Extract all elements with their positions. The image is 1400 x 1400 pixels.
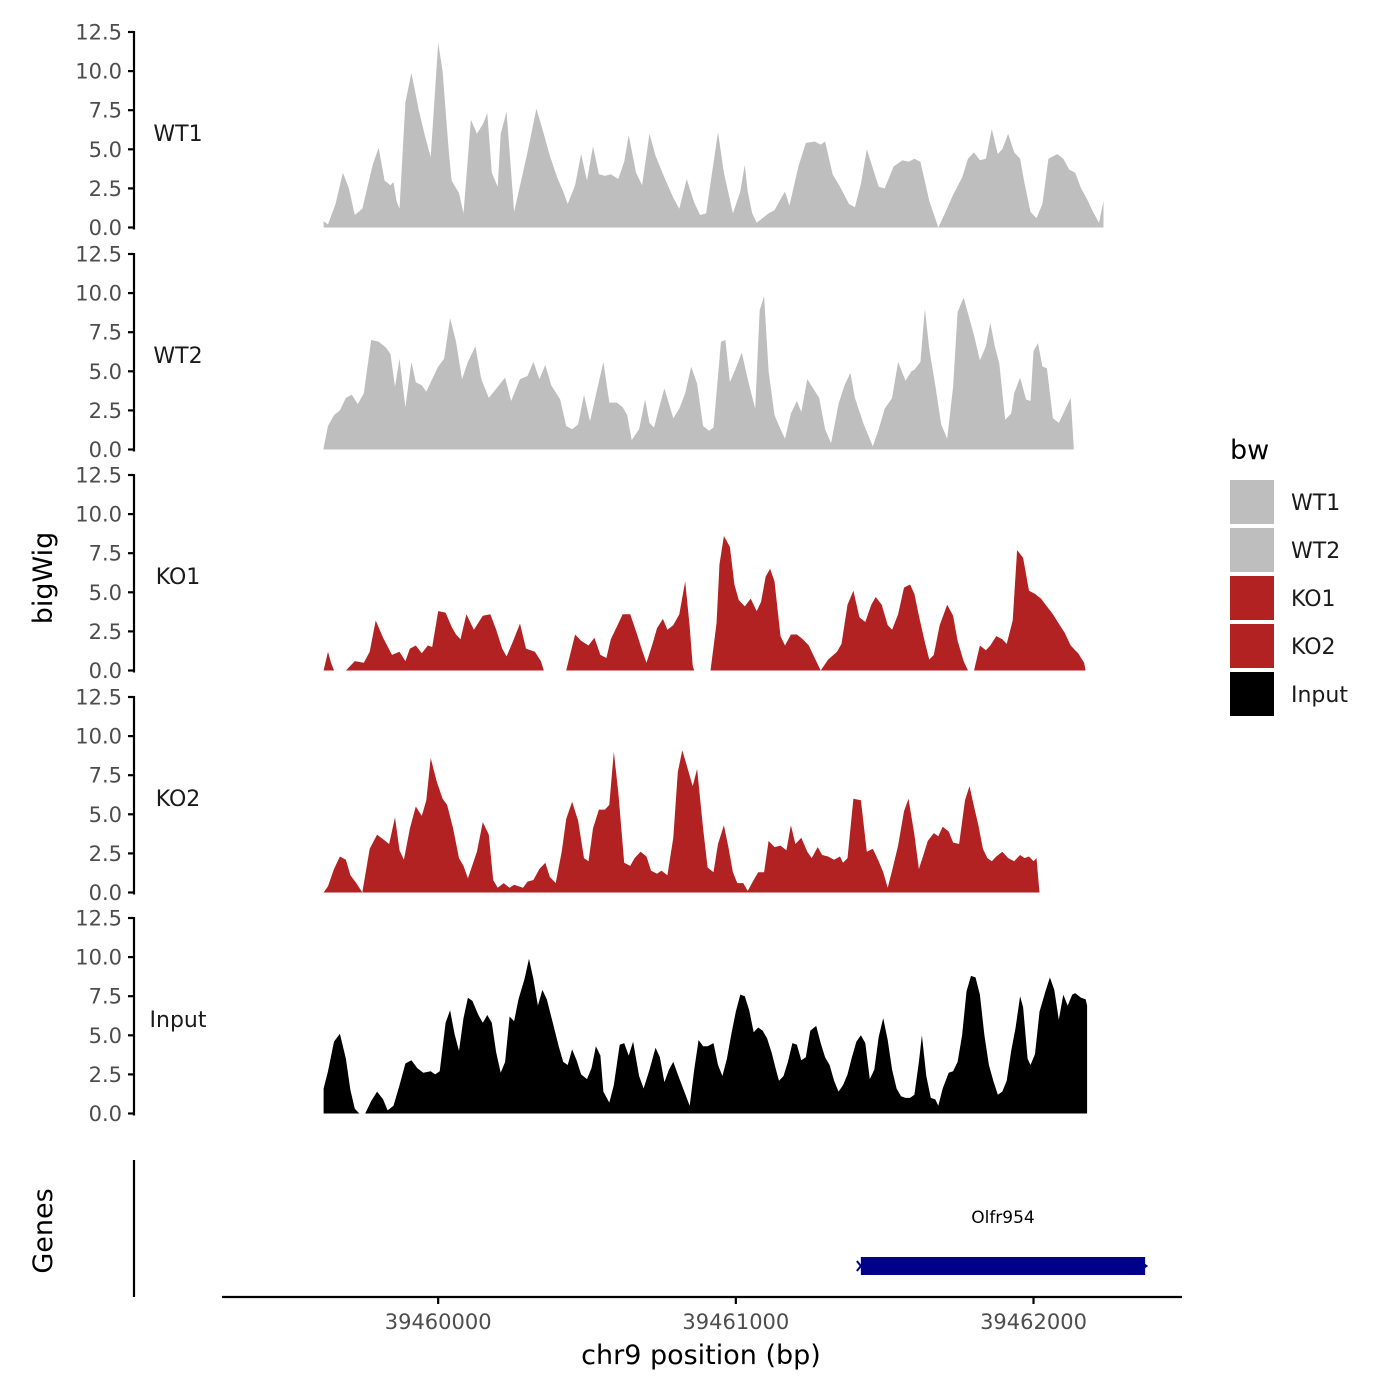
- legend-key-wt2: [1230, 528, 1274, 572]
- y-tick-label-wt2-1: 2.5: [89, 399, 122, 423]
- panel-ko1: 0.0 2.5 5.0 7.5 10.0 12.5 KO1: [75, 464, 1086, 683]
- area-ko1-segment-3: [710, 536, 968, 671]
- y-tick-label-wt1-0: 0.0: [89, 216, 122, 240]
- track-label-ko1: KO1: [156, 565, 201, 590]
- y-tick-label-ko2-5: 12.5: [75, 686, 122, 710]
- y-tick-label-ko1-1: 2.5: [89, 620, 122, 644]
- y-tick-label-input-1: 2.5: [89, 1063, 122, 1087]
- area-ko1-segment-0: [323, 651, 334, 671]
- area-wt1-segment-0: [323, 42, 1104, 228]
- y-tick-label-input-2: 5.0: [89, 1024, 122, 1048]
- area-input-segment-1: [365, 958, 1088, 1114]
- y-tick-label-wt1-3: 7.5: [89, 99, 122, 123]
- y-tick-label-wt2-3: 7.5: [89, 321, 122, 345]
- legend-label-ko2: KO2: [1291, 635, 1336, 660]
- legend-label-wt2: WT2: [1291, 539, 1340, 564]
- area-wt2-segment-0: [323, 296, 1074, 450]
- area-ko1-segment-1: [345, 611, 544, 671]
- y-tick-label-ko1-4: 10.0: [75, 503, 122, 527]
- gene-strand-marker-end-olfr954: [1141, 1261, 1149, 1271]
- track-label-wt2: WT2: [153, 344, 202, 369]
- panel-wt1: 0.0 2.5 5.0 7.5 10.0 12.5 WT1: [75, 21, 1104, 240]
- area-ko1-segment-2: [566, 581, 695, 671]
- y-tick-label-wt2-0: 0.0: [89, 438, 122, 462]
- y-tick-label-input-5: 12.5: [75, 907, 122, 931]
- x-axis-title: chr9 position (bp): [581, 1340, 821, 1371]
- x-tick-label-0: 39460000: [385, 1310, 492, 1334]
- y-tick-label-ko2-4: 10.0: [75, 725, 122, 749]
- legend-key-ko2: [1230, 624, 1274, 668]
- x-axis: 39460000 39461000 39462000: [222, 1295, 1182, 1334]
- y-tick-label-wt1-2: 5.0: [89, 138, 122, 162]
- y-tick-label-wt2-2: 5.0: [89, 360, 122, 384]
- panel-input: 0.0 2.5 5.0 7.5 10.0 12.5 Input: [75, 907, 1088, 1126]
- legend-label-input: Input: [1291, 683, 1348, 708]
- gene-panel: Olfr954: [132, 1160, 1149, 1297]
- area-ko1-segment-4: [974, 550, 1086, 671]
- signal-panels: 0.0 2.5 5.0 7.5 10.0 12.5 WT1 0.0 2.5 5.0 7.5 10.0 1…: [75, 21, 1104, 1126]
- y-tick-label-ko1-5: 12.5: [75, 464, 122, 488]
- track-label-input: Input: [150, 1008, 207, 1033]
- y-tick-label-ko1-2: 5.0: [89, 581, 122, 605]
- y-tick-label-ko1-3: 7.5: [89, 542, 122, 566]
- area-input-segment-0: [323, 1033, 360, 1114]
- y-tick-label-wt2-5: 12.5: [75, 243, 122, 267]
- y-tick-label-wt2-4: 10.0: [75, 282, 122, 306]
- y-tick-label-input-4: 10.0: [75, 946, 122, 970]
- panel-ko2: 0.0 2.5 5.0 7.5 10.0 12.5 KO2: [75, 686, 1040, 905]
- y-tick-label-input-3: 7.5: [89, 985, 122, 1009]
- track-label-ko2: KO2: [156, 787, 201, 812]
- gene-label-olfr954: Olfr954: [971, 1208, 1035, 1228]
- y-tick-label-ko1-0: 0.0: [89, 659, 122, 683]
- genes-axis-title: Genes: [28, 1188, 59, 1273]
- y-tick-label-wt1-4: 10.0: [75, 60, 122, 84]
- y-tick-label-input-0: 0.0: [89, 1102, 122, 1126]
- legend-key-ko1: [1230, 576, 1274, 620]
- gene-olfr954: Olfr954: [856, 1208, 1149, 1275]
- legend-key-input: [1230, 672, 1274, 716]
- area-ko2-segment-0: [323, 750, 1040, 893]
- legend-label-wt1: WT1: [1291, 491, 1340, 516]
- y-axis-title: bigWig: [28, 532, 59, 625]
- x-tick-label-1: 39461000: [682, 1310, 789, 1334]
- legend: bw WT1 WT2 KO1 KO2 Input: [1230, 435, 1348, 716]
- legend-title: bw: [1230, 435, 1269, 466]
- y-tick-label-ko2-2: 5.0: [89, 803, 122, 827]
- y-tick-label-wt1-5: 12.5: [75, 21, 122, 45]
- panel-wt2: 0.0 2.5 5.0 7.5 10.0 12.5 WT2: [75, 243, 1074, 462]
- y-tick-label-ko2-3: 7.5: [89, 764, 122, 788]
- x-tick-label-2: 39462000: [980, 1310, 1087, 1334]
- track-label-wt1: WT1: [153, 122, 202, 147]
- y-tick-label-ko2-0: 0.0: [89, 881, 122, 905]
- y-tick-label-wt1-1: 2.5: [89, 177, 122, 201]
- legend-label-ko1: KO1: [1291, 587, 1336, 612]
- gene-strand-marker-start-olfr954: [856, 1260, 866, 1272]
- y-tick-label-ko2-1: 2.5: [89, 842, 122, 866]
- legend-key-wt1: [1230, 480, 1274, 524]
- gene-body-olfr954: [860, 1257, 1146, 1275]
